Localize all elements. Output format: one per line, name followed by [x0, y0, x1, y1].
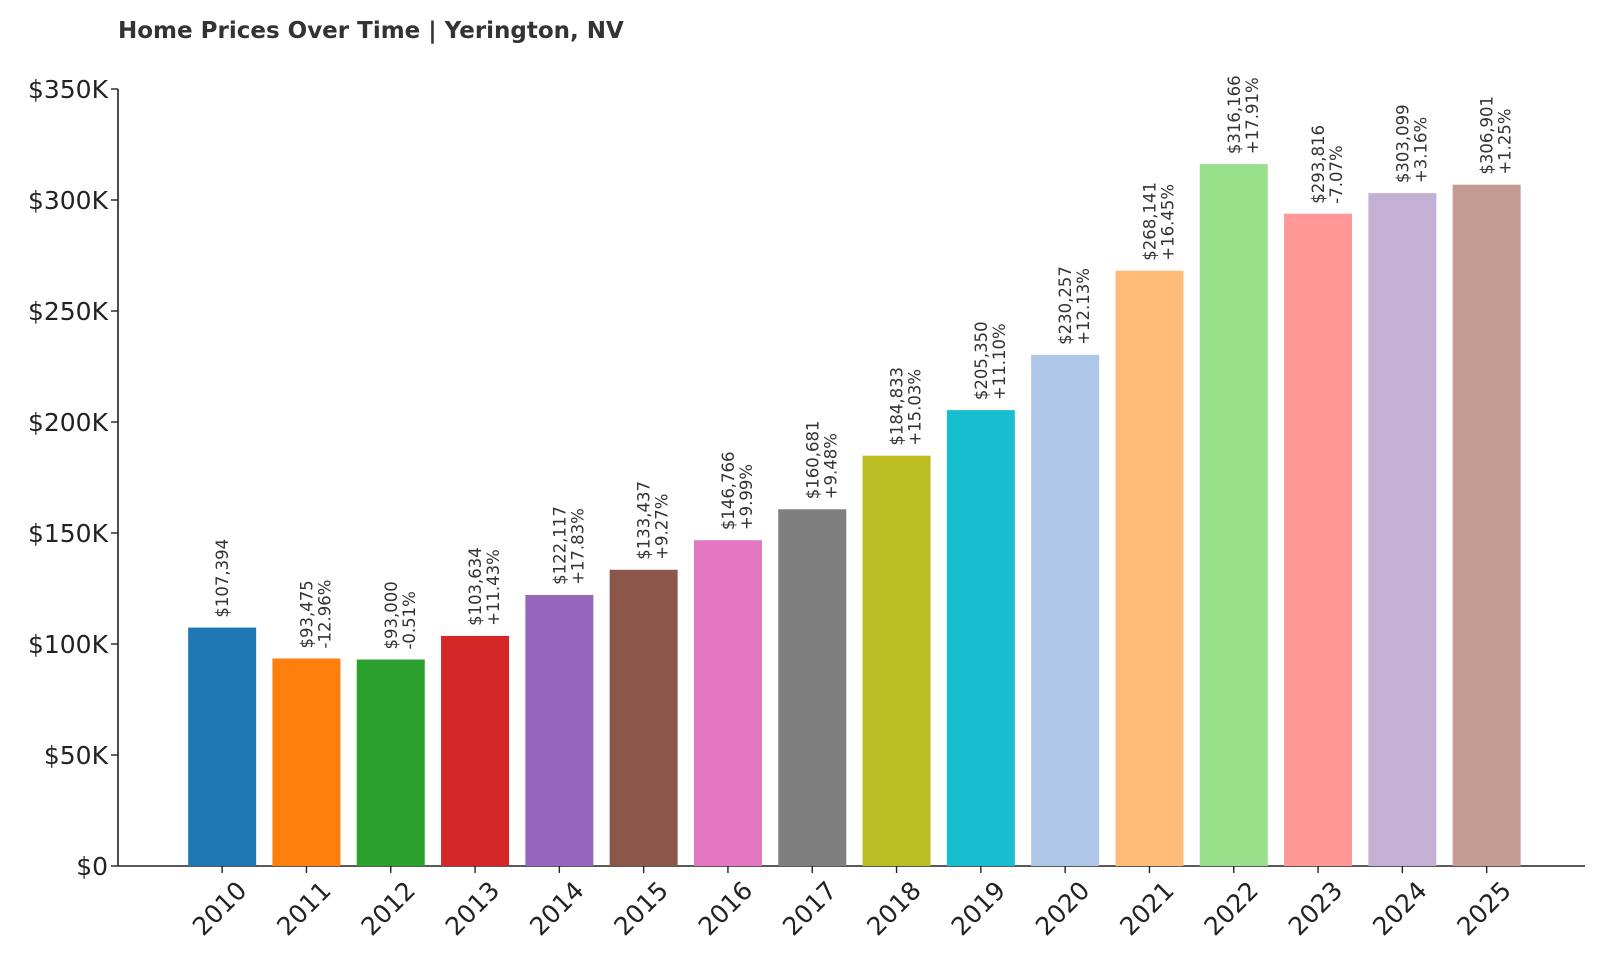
value-label-2018: $184,833 — [888, 367, 907, 446]
y-tick-label: $350K — [28, 75, 109, 104]
x-tick-label-2021: 2021 — [1114, 876, 1179, 941]
change-label-2014: +17.83% — [568, 508, 587, 585]
x-tick-label-2017: 2017 — [777, 876, 842, 941]
value-label-2014: $122,117 — [550, 506, 569, 585]
bar-2017 — [778, 509, 847, 866]
x-tick-label-2023: 2023 — [1283, 876, 1348, 941]
x-tick-label-2019: 2019 — [946, 876, 1011, 941]
x-tick-label-2015: 2015 — [608, 876, 673, 941]
bar-2020 — [1031, 354, 1100, 866]
change-label-2013: +11.43% — [484, 549, 503, 626]
bar-2019 — [946, 410, 1015, 866]
change-label-2024: +3.16% — [1411, 117, 1430, 183]
y-tick-label: $300K — [28, 186, 109, 215]
value-label-2017: $160,681 — [803, 421, 822, 500]
bar-2018 — [862, 455, 931, 866]
value-label-2021: $268,141 — [1140, 182, 1159, 261]
y-tick-label: $150K — [28, 519, 109, 548]
bar-2010 — [188, 627, 257, 866]
value-label-2023: $293,816 — [1309, 125, 1328, 204]
value-label-2022: $316,166 — [1225, 75, 1244, 154]
value-label-2010: $107,394 — [213, 539, 232, 618]
bar-2021 — [1115, 270, 1184, 866]
value-label-2020: $230,257 — [1056, 266, 1075, 345]
change-label-2022: +17.91% — [1243, 77, 1262, 154]
change-label-2018: +15.03% — [906, 369, 925, 446]
bar-2022 — [1199, 164, 1268, 867]
x-tick-label-2011: 2011 — [271, 876, 336, 941]
change-label-2025: +1.25% — [1496, 108, 1515, 174]
y-tick-label: $200K — [28, 408, 109, 437]
value-label-2024: $303,099 — [1393, 104, 1412, 183]
bar-2012 — [356, 659, 425, 866]
bar-2011 — [272, 658, 341, 866]
change-label-2021: +16.45% — [1158, 184, 1177, 261]
y-tick-label: $0 — [76, 852, 108, 881]
bar-2023 — [1284, 213, 1353, 866]
change-label-2020: +12.13% — [1074, 268, 1093, 345]
x-tick-label-2016: 2016 — [693, 876, 758, 941]
value-label-2025: $306,901 — [1478, 96, 1497, 175]
value-label-2012: $93,000 — [382, 581, 401, 649]
bar-2024 — [1368, 193, 1437, 866]
y-tick-label: $50K — [44, 741, 109, 770]
x-tick-label-2010: 2010 — [187, 876, 252, 941]
x-tick-label-2025: 2025 — [1451, 876, 1516, 941]
change-label-2017: +9.48% — [821, 433, 840, 499]
change-label-2019: +11.10% — [990, 323, 1009, 400]
x-tick-label-2012: 2012 — [355, 876, 420, 941]
y-tick-label: $100K — [28, 630, 109, 659]
x-tick-label-2013: 2013 — [440, 876, 505, 941]
x-tick-label-2020: 2020 — [1030, 876, 1095, 941]
x-tick-label-2014: 2014 — [524, 876, 589, 941]
value-label-2015: $133,437 — [635, 481, 654, 560]
bar-2013 — [441, 635, 510, 866]
change-label-2023: -7.07% — [1327, 145, 1346, 203]
change-label-2011: -12.96% — [315, 580, 334, 649]
value-label-2019: $205,350 — [972, 321, 991, 400]
bar-2025 — [1452, 184, 1521, 866]
bar-2016 — [693, 540, 762, 866]
change-label-2016: +9.99% — [737, 464, 756, 530]
change-label-2012: -0.51% — [400, 591, 419, 649]
x-tick-label-2024: 2024 — [1367, 876, 1432, 941]
value-label-2013: $103,634 — [466, 547, 485, 626]
y-tick-label: $250K — [28, 297, 109, 326]
x-tick-label-2022: 2022 — [1198, 876, 1263, 941]
chart-title: Home Prices Over Time | Yerington, NV — [118, 18, 624, 44]
change-label-2015: +9.27% — [653, 494, 672, 560]
value-label-2016: $146,766 — [719, 451, 738, 530]
bar-2015 — [609, 569, 678, 866]
bar-2014 — [525, 594, 594, 866]
x-tick-label-2018: 2018 — [861, 876, 926, 941]
value-label-2011: $93,475 — [297, 580, 316, 648]
